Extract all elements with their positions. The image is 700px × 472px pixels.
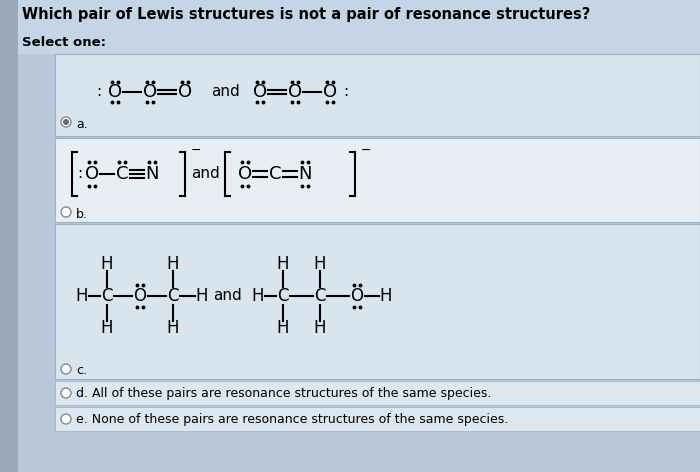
Circle shape	[61, 207, 71, 217]
Bar	[55, 407, 700, 431]
Text: H: H	[314, 319, 326, 337]
Text: H: H	[101, 255, 113, 273]
Text: H: H	[167, 255, 179, 273]
Text: O: O	[178, 83, 192, 101]
Text: H: H	[76, 287, 88, 305]
Text: O: O	[323, 83, 337, 101]
Bar	[55, 224, 700, 379]
Text: :: :	[97, 84, 102, 100]
Text: H: H	[314, 255, 326, 273]
Circle shape	[63, 119, 69, 125]
Circle shape	[61, 388, 71, 398]
Text: Which pair of Lewis structures is not a pair of resonance structures?: Which pair of Lewis structures is not a …	[22, 8, 590, 23]
Text: O: O	[108, 83, 122, 101]
Text: O: O	[143, 83, 157, 101]
Text: H: H	[379, 287, 392, 305]
Text: N: N	[298, 165, 312, 183]
Text: C: C	[102, 287, 113, 305]
Text: C: C	[116, 165, 128, 183]
Text: −: −	[191, 143, 202, 157]
Bar	[55, 138, 700, 222]
Bar	[55, 381, 700, 405]
Text: H: H	[167, 319, 179, 337]
Text: Select one:: Select one:	[22, 36, 106, 50]
Text: C: C	[167, 287, 178, 305]
Text: C: C	[269, 165, 281, 183]
Text: H: H	[196, 287, 209, 305]
Text: c.: c.	[76, 364, 87, 378]
Text: O: O	[253, 83, 267, 101]
Text: d. All of these pairs are resonance structures of the same species.: d. All of these pairs are resonance stru…	[76, 387, 491, 399]
Text: O: O	[134, 287, 146, 305]
Bar	[55, 54, 700, 136]
Text: and: and	[190, 167, 219, 182]
Bar	[18, 32, 700, 54]
Text: and: and	[211, 84, 239, 100]
Text: −: −	[361, 143, 372, 157]
Text: b.: b.	[76, 208, 88, 220]
Circle shape	[61, 414, 71, 424]
Text: O: O	[238, 165, 252, 183]
Text: O: O	[288, 83, 302, 101]
Text: and: and	[214, 288, 242, 303]
Text: C: C	[314, 287, 326, 305]
Text: N: N	[146, 165, 159, 183]
Text: a.: a.	[76, 118, 88, 130]
Text: H: H	[276, 255, 289, 273]
Text: H: H	[276, 319, 289, 337]
Bar	[0, 0, 18, 472]
Text: O: O	[85, 165, 99, 183]
Text: O: O	[351, 287, 363, 305]
Text: :: :	[344, 84, 349, 100]
Text: :: :	[78, 167, 83, 182]
Text: H: H	[101, 319, 113, 337]
Bar	[18, 0, 700, 32]
Circle shape	[61, 364, 71, 374]
Circle shape	[61, 117, 71, 127]
Text: C: C	[277, 287, 288, 305]
Text: e. None of these pairs are resonance structures of the same species.: e. None of these pairs are resonance str…	[76, 413, 508, 425]
Text: H: H	[252, 287, 265, 305]
